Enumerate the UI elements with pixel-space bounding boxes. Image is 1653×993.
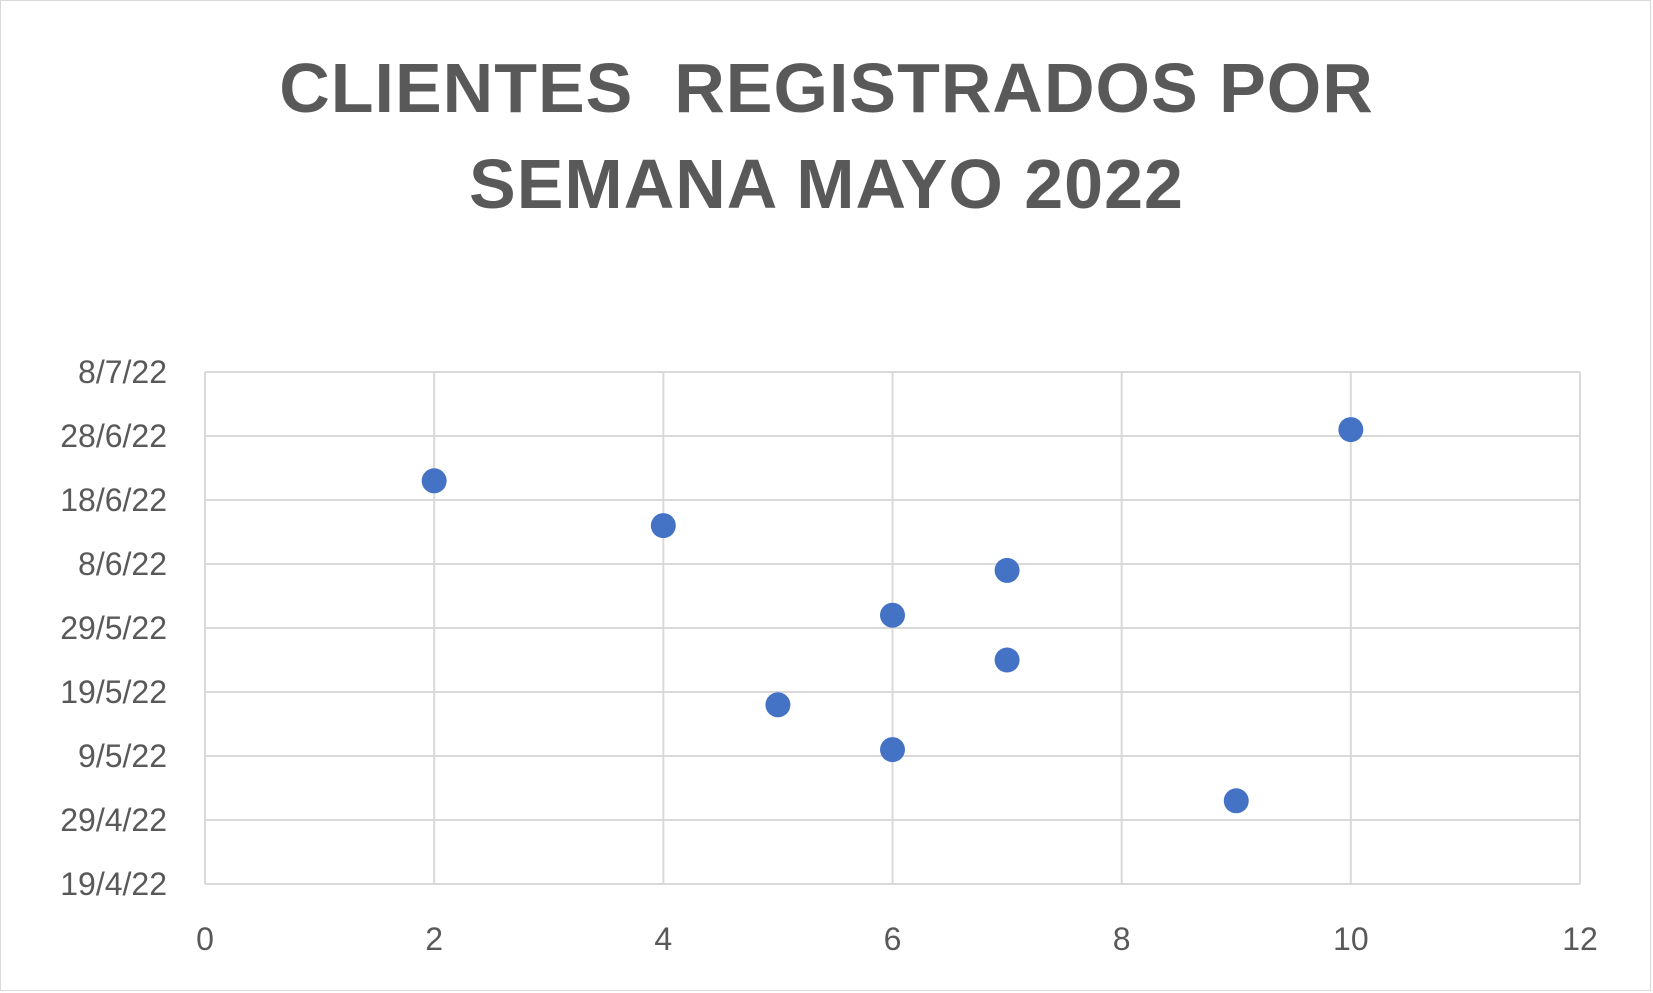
- data-point: [994, 647, 1020, 673]
- data-point: [1338, 417, 1364, 443]
- data-point: [650, 513, 676, 539]
- y-tick-label: 28/6/22: [60, 418, 167, 454]
- y-tick-label: 9/5/22: [78, 738, 167, 774]
- y-tick-label: 8/7/22: [78, 354, 167, 390]
- chart-title-line-1: CLIENTES REGISTRADOS POR: [279, 49, 1374, 127]
- gridlines: [204, 371, 1581, 885]
- y-tick-label: 19/5/22: [60, 674, 167, 710]
- y-tick-label: 8/6/22: [78, 546, 167, 582]
- x-axis-tick-labels: 0 2 4 6 8 10 12: [196, 921, 1598, 957]
- y-tick-label: 19/4/22: [60, 866, 167, 902]
- data-point: [994, 557, 1020, 583]
- y-axis-tick-labels: 19/4/22 29/4/22 9/5/22 19/5/22 29/5/22 8/6/22…: [60, 354, 167, 902]
- x-tick-label: 10: [1333, 921, 1369, 957]
- chart-title-line-2: SEMANA MAYO 2022: [469, 145, 1184, 223]
- y-tick-label: 29/4/22: [60, 802, 167, 838]
- y-tick-label: 18/6/22: [60, 482, 167, 518]
- data-point: [421, 468, 447, 494]
- x-tick-label: 0: [196, 921, 214, 957]
- data-point: [1223, 788, 1249, 814]
- data-points: [421, 417, 1364, 814]
- x-tick-label: 12: [1562, 921, 1598, 957]
- x-tick-label: 8: [1113, 921, 1131, 957]
- data-point: [765, 692, 791, 718]
- y-tick-label: 29/5/22: [60, 610, 167, 646]
- x-tick-label: 6: [884, 921, 902, 957]
- chart-title: CLIENTES REGISTRADOS POR SEMANA MAYO 202…: [0, 40, 1653, 232]
- data-point: [880, 737, 905, 763]
- x-tick-label: 4: [654, 921, 672, 957]
- data-point: [880, 602, 905, 628]
- x-tick-label: 2: [425, 921, 443, 957]
